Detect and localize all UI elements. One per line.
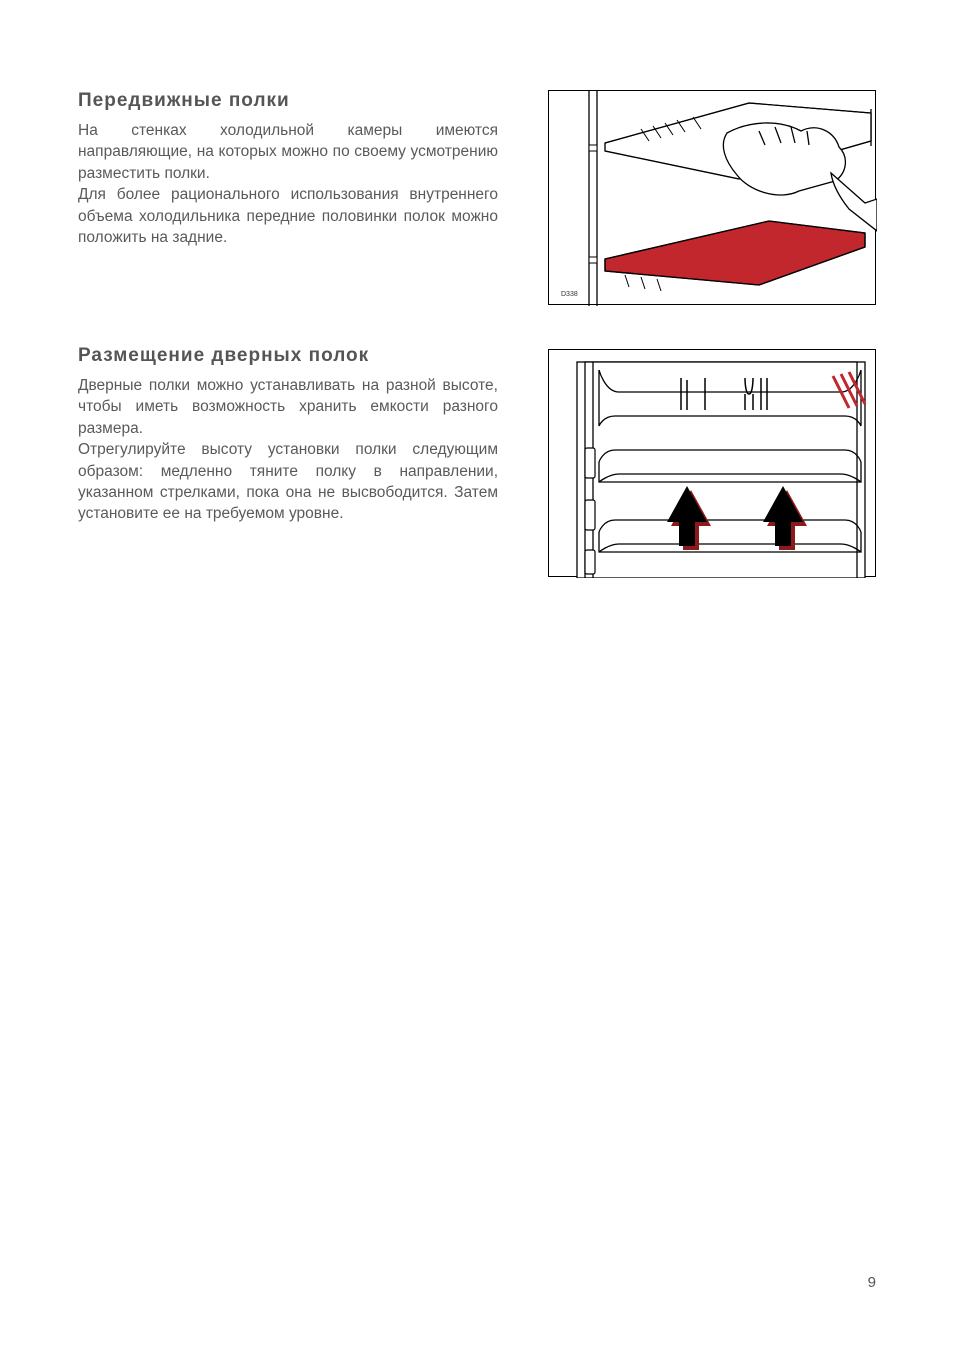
paragraph: На стенках холодильной камеры имеются на… bbox=[78, 120, 498, 184]
section-door-shelves: Размещение дверных полок Дверные полки м… bbox=[78, 345, 876, 577]
heading-movable-shelves: Передвижные полки bbox=[78, 90, 498, 112]
page: Передвижные полки На стенках холодильной… bbox=[0, 0, 954, 1351]
figure-column bbox=[528, 345, 876, 577]
paragraph: Отрегулируйте высоту установки полки сле… bbox=[78, 439, 498, 525]
paragraph: Для более рационального использования вн… bbox=[78, 184, 498, 248]
door-shelf-diagram-svg bbox=[549, 350, 877, 578]
figure-label: D338 bbox=[561, 291, 578, 298]
figure-shelf-removal: D338 bbox=[548, 90, 876, 305]
heading-door-shelves: Размещение дверных полок bbox=[78, 345, 498, 367]
figure-door-shelf-adjust bbox=[548, 349, 876, 577]
shelf-diagram-svg bbox=[549, 91, 877, 306]
text-column: Размещение дверных полок Дверные полки м… bbox=[78, 345, 498, 577]
paragraph: Дверные полки можно устанавливать на раз… bbox=[78, 375, 498, 439]
figure-column: D338 bbox=[528, 90, 876, 305]
text-column: Передвижные полки На стенках холодильной… bbox=[78, 90, 498, 305]
section-movable-shelves: Передвижные полки На стенках холодильной… bbox=[78, 90, 876, 305]
page-number: 9 bbox=[868, 1274, 876, 1291]
